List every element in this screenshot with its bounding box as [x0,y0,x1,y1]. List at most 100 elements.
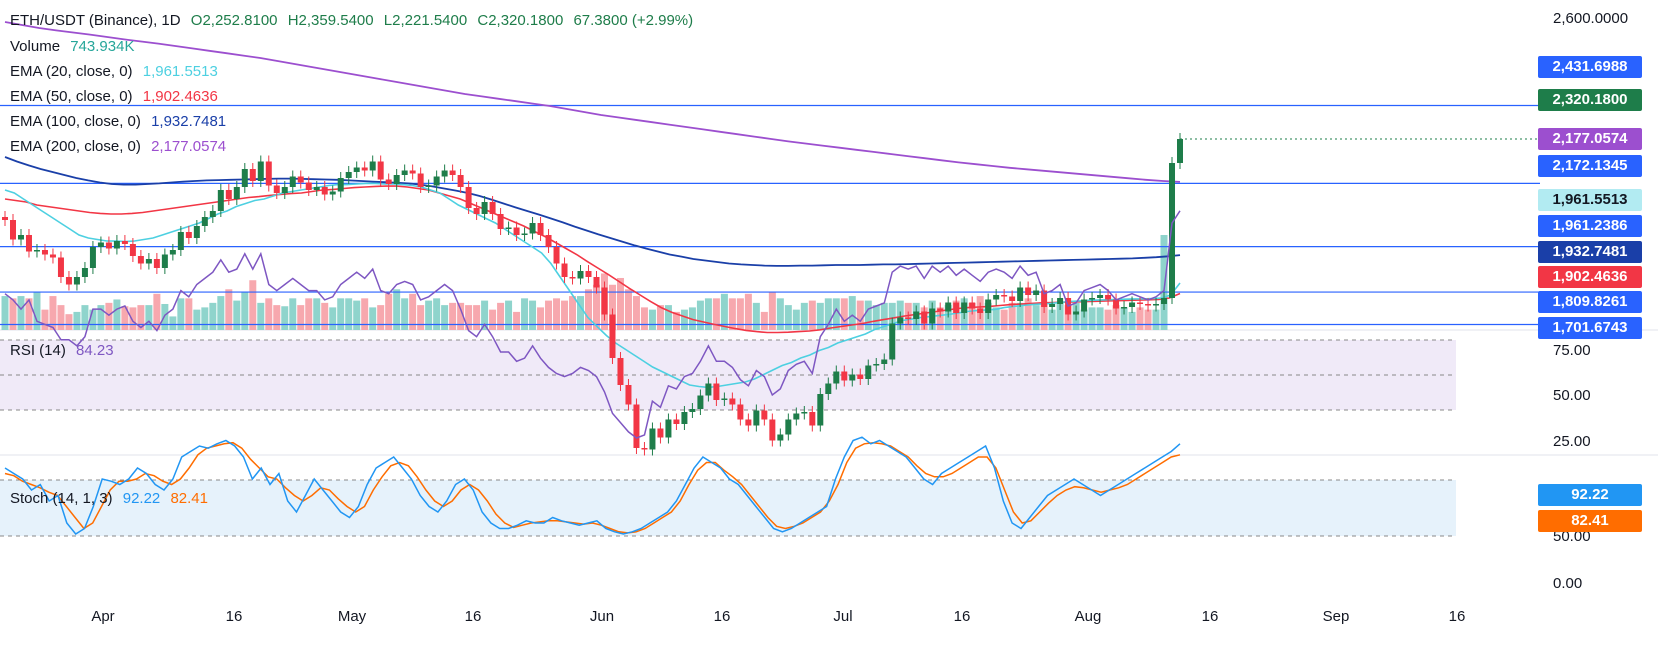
legend-stoch[interactable]: Stoch (14, 1, 3) 92.22 82.41 [10,490,214,507]
candle-body [753,410,760,426]
volume-bar [1000,309,1008,330]
candle-body [33,250,40,252]
candle-body [1081,299,1088,312]
volume-bar [616,277,624,330]
legend-ema200-label: EMA (200, close, 0) [10,138,141,155]
y-tick-price-0: 2,600.0000 [1553,10,1629,27]
legend-ema20[interactable]: EMA (20, close, 0) 1,961.5513 [10,63,224,80]
candle-body [1145,304,1152,306]
candle-body [721,398,728,400]
volume-bar [1048,309,1056,330]
volume-bar [521,298,529,330]
volume-bar [992,307,1000,330]
volume-bar [225,289,233,330]
legend-rsi[interactable]: RSI (14) 84.23 [10,342,120,359]
volume-bar [433,298,441,330]
x-tick-7: 16 [953,608,971,625]
candle-body [201,217,208,226]
volume-bar [329,307,337,330]
candle-body [505,227,512,229]
candle-body [241,169,248,187]
x-tick-6: Jul [833,608,853,625]
volume-bar [177,298,185,330]
volume-bar [465,305,473,330]
candle-body [49,254,56,258]
volume-bar [784,305,792,330]
candle-body [153,259,160,268]
volume-bar [1080,309,1088,330]
candle-body [377,161,384,180]
volume-bar [481,300,489,330]
candle-body [553,247,560,264]
volume-bar [776,298,784,330]
volume-bar [760,311,768,330]
candle-body [593,277,600,288]
candle-body [177,232,184,250]
candle-body [569,277,576,279]
volume-bar [121,306,129,330]
volume-bar [1160,235,1168,330]
candle-body [321,187,328,195]
volume-bar [193,309,201,330]
x-tick-5: 16 [713,608,731,625]
y-tick-rsi-1: 50.00 [1553,387,1591,404]
candle-body [513,227,520,235]
candle-body [121,241,128,244]
volume-bar [1040,302,1048,330]
volume-bar [872,305,880,330]
candle-body [801,412,808,414]
candle-body [769,419,776,441]
candle-body [1017,287,1024,301]
volume-bar [1056,302,1064,330]
header-ohlc: ETH/USDT (Binance), 1D O2,252.8100 H2,35… [10,12,699,29]
volume-bar [832,298,840,330]
open-value: O2,252.8100 [190,12,278,29]
candle-body [65,277,72,285]
volume-bar [808,300,816,330]
volume-bar [105,302,113,330]
legend-ema200[interactable]: EMA (200, close, 0) 2,177.0574 [10,138,232,155]
candle-body [761,410,768,420]
ema200-line [4,21,1181,183]
candle-body [2,217,8,220]
volume-bar [65,314,73,330]
volume-bar [57,305,65,330]
volume-bar [449,302,457,330]
candle-body [809,412,816,426]
ema100-line [4,156,1181,267]
candle-body [97,242,104,247]
legend-ema50[interactable]: EMA (50, close, 0) 1,902.4636 [10,88,224,105]
legend-volume[interactable]: Volume 743.934K [10,38,140,55]
volume-bar [49,296,57,330]
candle-body [489,202,496,214]
volume-bar [840,298,848,330]
x-tick-8: Aug [1074,608,1102,625]
candle-body [649,428,656,450]
candle-body [1033,290,1040,295]
candle-body [225,190,232,199]
volume-bar [664,305,672,330]
y-tick-stoch-0: 50.00 [1553,528,1591,545]
volume-bar [624,289,632,330]
legend-stoch-d-value: 82.41 [170,490,208,507]
change-value: 67.3800 (+2.99%) [573,12,694,29]
candle-body [129,244,136,256]
volume-bar [848,296,856,330]
legend-ema100[interactable]: EMA (100, close, 0) 1,932.7481 [10,113,232,130]
candle-body [1073,311,1080,315]
volume-bar [321,302,329,330]
candle-body [1169,163,1176,298]
candle-body [993,295,1000,300]
volume-bar [569,296,577,330]
volume-bar [672,311,680,330]
candle-body [929,308,936,324]
volume-bar [233,300,241,330]
candle-body [1161,298,1168,304]
candle-body [113,241,120,249]
volume-bar [473,305,481,330]
volume-bar [720,293,728,330]
volume-bar [33,291,41,330]
volume-bar [113,299,121,330]
